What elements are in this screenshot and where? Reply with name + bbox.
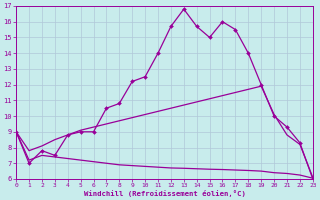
X-axis label: Windchill (Refroidissement éolien,°C): Windchill (Refroidissement éolien,°C) xyxy=(84,190,245,197)
